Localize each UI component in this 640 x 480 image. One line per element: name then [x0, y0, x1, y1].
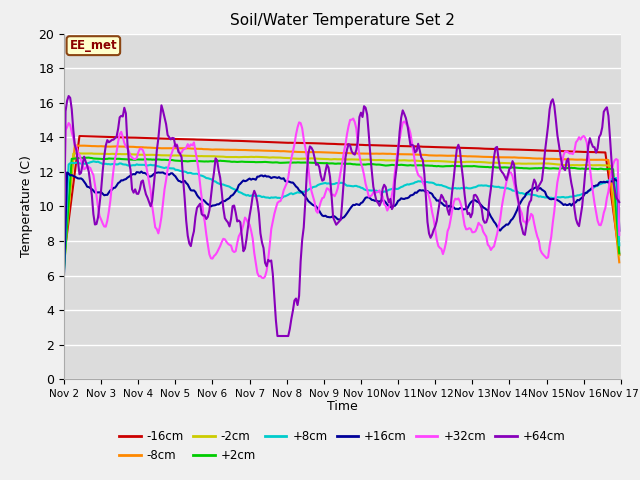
Legend: -16cm, -8cm, -2cm, +2cm, +8cm, +16cm, +32cm, +64cm: -16cm, -8cm, -2cm, +2cm, +8cm, +16cm, +3… — [115, 425, 570, 467]
+32cm — [260, 275, 268, 281]
+16cm — [246, 176, 253, 181]
+32cm — [244, 220, 252, 226]
-8cm — [60, 252, 68, 257]
-16cm — [616, 252, 623, 257]
+64cm — [274, 333, 282, 339]
-16cm — [227, 138, 235, 144]
+8cm — [305, 187, 312, 192]
+16cm — [128, 172, 136, 178]
-16cm — [255, 139, 263, 144]
Line: +8cm: +8cm — [64, 161, 620, 272]
+64cm — [588, 140, 595, 146]
+64cm — [65, 93, 72, 99]
-2cm — [246, 154, 253, 160]
+32cm — [226, 242, 234, 248]
+32cm — [349, 116, 357, 121]
+64cm — [60, 244, 68, 250]
+2cm — [586, 166, 594, 172]
-2cm — [130, 152, 138, 157]
+2cm — [305, 160, 312, 166]
+16cm — [138, 168, 145, 174]
+16cm — [586, 187, 594, 193]
Line: +64cm: +64cm — [64, 96, 620, 336]
Line: -8cm: -8cm — [64, 145, 620, 262]
+2cm — [130, 157, 138, 163]
+16cm — [616, 228, 623, 234]
+8cm — [60, 269, 68, 275]
+64cm — [306, 144, 314, 149]
-16cm — [76, 133, 83, 139]
+8cm — [227, 185, 235, 191]
+16cm — [227, 193, 235, 199]
+2cm — [246, 159, 253, 165]
+64cm — [616, 199, 623, 205]
-16cm — [246, 138, 253, 144]
-16cm — [586, 149, 594, 155]
+16cm — [255, 174, 263, 180]
-2cm — [227, 154, 235, 160]
+16cm — [60, 272, 68, 277]
+32cm — [253, 270, 261, 276]
Line: -16cm: -16cm — [64, 136, 620, 257]
Line: +16cm: +16cm — [64, 171, 620, 275]
-2cm — [586, 162, 594, 168]
+32cm — [588, 178, 595, 183]
+2cm — [85, 155, 93, 160]
-2cm — [255, 154, 263, 160]
Title: Soil/Water Temperature Set 2: Soil/Water Temperature Set 2 — [230, 13, 455, 28]
+2cm — [255, 159, 263, 165]
-8cm — [71, 143, 79, 148]
+8cm — [255, 193, 263, 199]
Y-axis label: Temperature (C): Temperature (C) — [20, 156, 33, 257]
+8cm — [616, 242, 623, 248]
-16cm — [130, 135, 138, 141]
-8cm — [130, 144, 138, 150]
-2cm — [616, 252, 623, 258]
+64cm — [255, 211, 263, 216]
-8cm — [227, 147, 235, 153]
+2cm — [616, 251, 623, 256]
-8cm — [255, 147, 263, 153]
Line: +2cm: +2cm — [64, 157, 620, 269]
+8cm — [130, 162, 138, 168]
-2cm — [305, 156, 312, 161]
-8cm — [305, 149, 312, 155]
-16cm — [60, 254, 68, 260]
-2cm — [60, 264, 68, 269]
+32cm — [616, 232, 623, 238]
-2cm — [76, 150, 83, 156]
+8cm — [90, 158, 97, 164]
-8cm — [586, 157, 594, 163]
+16cm — [305, 198, 312, 204]
X-axis label: Time: Time — [327, 400, 358, 413]
+2cm — [227, 159, 235, 165]
+32cm — [128, 155, 136, 160]
Line: +32cm: +32cm — [64, 119, 620, 278]
+64cm — [227, 216, 235, 222]
-8cm — [616, 259, 623, 265]
Line: -2cm: -2cm — [64, 153, 620, 266]
+8cm — [246, 193, 253, 199]
+32cm — [60, 213, 68, 218]
+64cm — [130, 190, 138, 195]
+32cm — [305, 165, 312, 171]
+2cm — [60, 266, 68, 272]
-8cm — [246, 147, 253, 153]
Text: EE_met: EE_met — [70, 39, 117, 52]
-16cm — [305, 140, 312, 146]
+8cm — [586, 188, 594, 193]
+64cm — [246, 213, 253, 218]
